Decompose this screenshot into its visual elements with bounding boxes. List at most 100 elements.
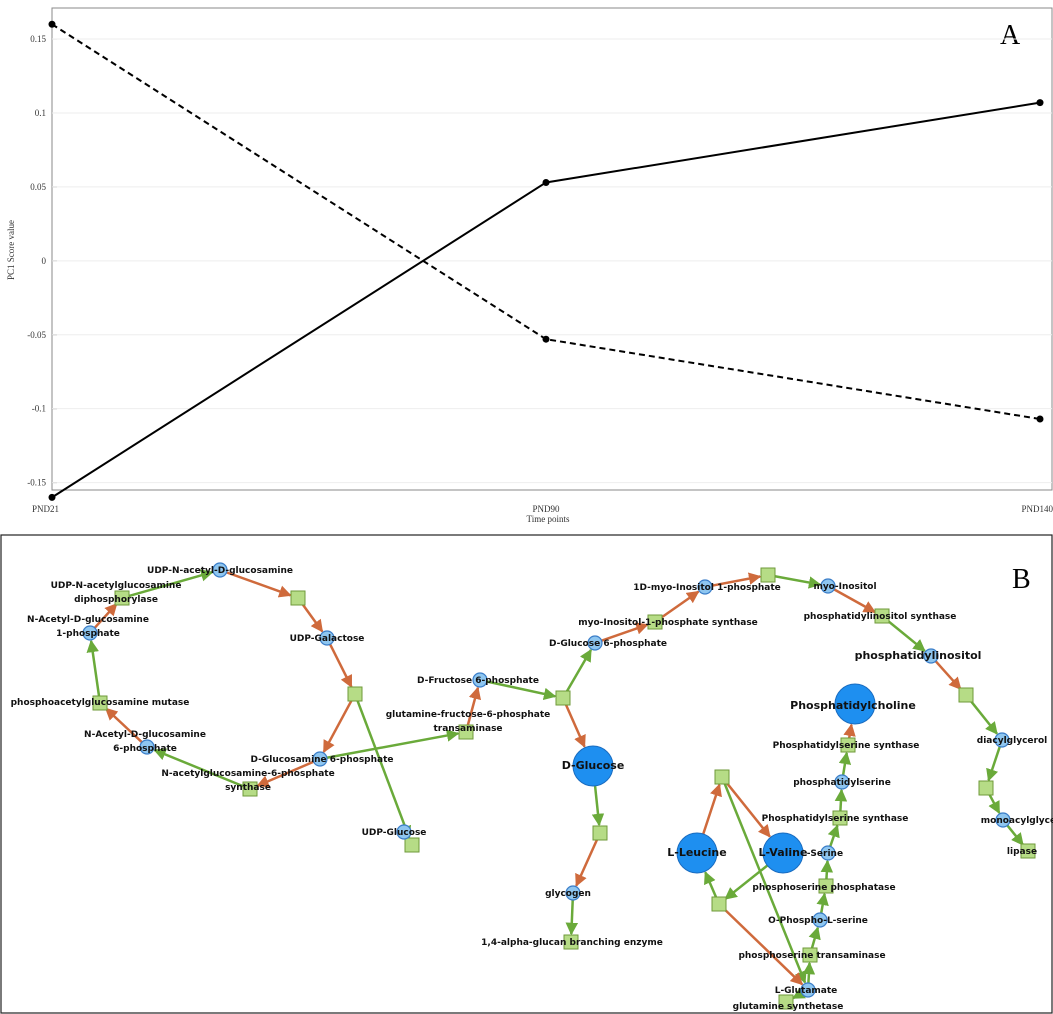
node-label: phosphoacetylglucosamine mutase bbox=[11, 698, 190, 708]
edge bbox=[1006, 824, 1024, 846]
metabolite-node bbox=[472, 672, 488, 688]
plot-frame bbox=[51, 7, 1053, 491]
edge bbox=[128, 569, 214, 598]
edge bbox=[833, 588, 877, 614]
metabolite-node bbox=[396, 824, 412, 840]
edge bbox=[711, 572, 762, 587]
edge bbox=[575, 838, 599, 887]
enzyme-node bbox=[1020, 843, 1036, 859]
y-tick-label: -0.1 bbox=[32, 404, 46, 414]
edge bbox=[660, 590, 700, 620]
node-label: L-Valine bbox=[759, 846, 808, 859]
node-label: D-Fructose 6-phosphate bbox=[417, 676, 539, 686]
edge bbox=[723, 783, 807, 984]
node-label: L-Leucine bbox=[667, 846, 726, 859]
node-label: phosphatidylserine bbox=[793, 778, 891, 788]
edge bbox=[802, 961, 816, 984]
metabolite-node bbox=[587, 635, 603, 651]
edge bbox=[564, 703, 586, 748]
node-label: 1D-myo-Inositol 1-phosphate bbox=[633, 583, 781, 593]
edge bbox=[827, 824, 840, 847]
metabolite-node bbox=[212, 562, 228, 578]
enzyme-node bbox=[404, 837, 420, 853]
node-label: UDP-N-acetylglucosamine bbox=[51, 581, 182, 591]
edge bbox=[322, 699, 353, 754]
node-label: Phosphatidylcholine bbox=[790, 699, 916, 712]
node-label: N-Acetyl-D-glucosamine bbox=[27, 615, 149, 625]
node-label: diacylglycerol bbox=[977, 736, 1047, 746]
node-label: transaminase bbox=[433, 724, 502, 734]
node-label: 1-phosphate bbox=[56, 629, 120, 639]
enzyme-node bbox=[592, 825, 608, 841]
node-label: O-Phospho-L-serine bbox=[768, 916, 868, 926]
node-label: 1,4-alpha-glucan branching enzyme bbox=[481, 938, 663, 948]
edge bbox=[774, 575, 822, 589]
edge bbox=[466, 686, 482, 726]
data-point bbox=[48, 20, 56, 28]
enzyme-node bbox=[347, 686, 363, 702]
edge bbox=[986, 746, 1001, 782]
y-tick-label: -0.15 bbox=[27, 478, 46, 488]
node-label: Phosphatidylserine synthase bbox=[762, 814, 909, 824]
metabolite-node bbox=[572, 745, 614, 787]
metabolite-node bbox=[834, 683, 876, 725]
metabolite-node bbox=[995, 812, 1011, 828]
metabolite-node bbox=[82, 625, 98, 641]
edge bbox=[843, 723, 856, 739]
edge bbox=[820, 859, 834, 880]
node-label: L-Glutamate bbox=[775, 986, 838, 996]
enzyme-node bbox=[832, 810, 848, 826]
node-label: phosphoserine transaminase bbox=[738, 951, 885, 961]
metabolite-node bbox=[676, 832, 718, 874]
edge bbox=[988, 793, 1001, 815]
enzyme-node bbox=[563, 934, 579, 950]
edge bbox=[704, 871, 718, 899]
panel-label: A bbox=[1000, 20, 1021, 51]
edge bbox=[326, 729, 460, 759]
edge bbox=[834, 788, 848, 812]
metabolite-node bbox=[812, 912, 828, 928]
edge bbox=[356, 700, 412, 839]
enzyme-node bbox=[242, 781, 258, 797]
enzyme-node bbox=[778, 994, 794, 1010]
edge bbox=[723, 907, 804, 986]
metabolite-node bbox=[820, 845, 836, 861]
edge bbox=[702, 783, 722, 835]
enzyme-node bbox=[840, 737, 856, 753]
enzyme-node bbox=[958, 687, 974, 703]
series-line bbox=[51, 23, 1041, 421]
node-label: UDP-N-acetyl-D-glucosamine bbox=[147, 566, 293, 576]
metabolite-node bbox=[312, 751, 328, 767]
node-label: diphosphorylase bbox=[74, 595, 158, 605]
x-axis-label: Time points bbox=[527, 514, 570, 524]
edge bbox=[816, 892, 829, 914]
metabolite-node bbox=[820, 578, 836, 594]
enzyme-node bbox=[711, 896, 727, 912]
node-label: glutamine-fructose-6-phosphate bbox=[386, 710, 551, 720]
x-tick-label: PND21 bbox=[32, 504, 59, 514]
y-tick-label: 0 bbox=[42, 256, 47, 266]
edge bbox=[256, 760, 315, 788]
edge bbox=[93, 602, 118, 629]
node-label: glycogen bbox=[545, 889, 591, 899]
node-label: glutamine synthetase bbox=[733, 1002, 844, 1012]
metabolite-node bbox=[139, 739, 155, 755]
metabolite-node bbox=[697, 579, 713, 595]
node-label: N-Acetyl-D-glucosamine bbox=[84, 730, 206, 740]
enzyme-node bbox=[802, 947, 818, 963]
enzyme-node bbox=[874, 608, 890, 624]
data-point bbox=[542, 335, 550, 343]
x-tick-label: PND140 bbox=[1021, 504, 1053, 514]
edge bbox=[808, 926, 821, 949]
node-label: phosphoserine phosphatase bbox=[752, 883, 895, 893]
edge bbox=[934, 660, 962, 690]
node-label: UDP-Galactose bbox=[290, 634, 365, 644]
metabolite-node bbox=[565, 885, 581, 901]
data-point bbox=[542, 178, 550, 186]
edge bbox=[301, 602, 324, 633]
edge bbox=[226, 571, 292, 598]
node-label: Phosphatidylserine synthase bbox=[773, 741, 920, 751]
metabolite-node bbox=[319, 630, 335, 646]
metabolite-node bbox=[834, 774, 850, 790]
node-label: myo-Inositol-1-phosphate synthase bbox=[578, 618, 758, 628]
